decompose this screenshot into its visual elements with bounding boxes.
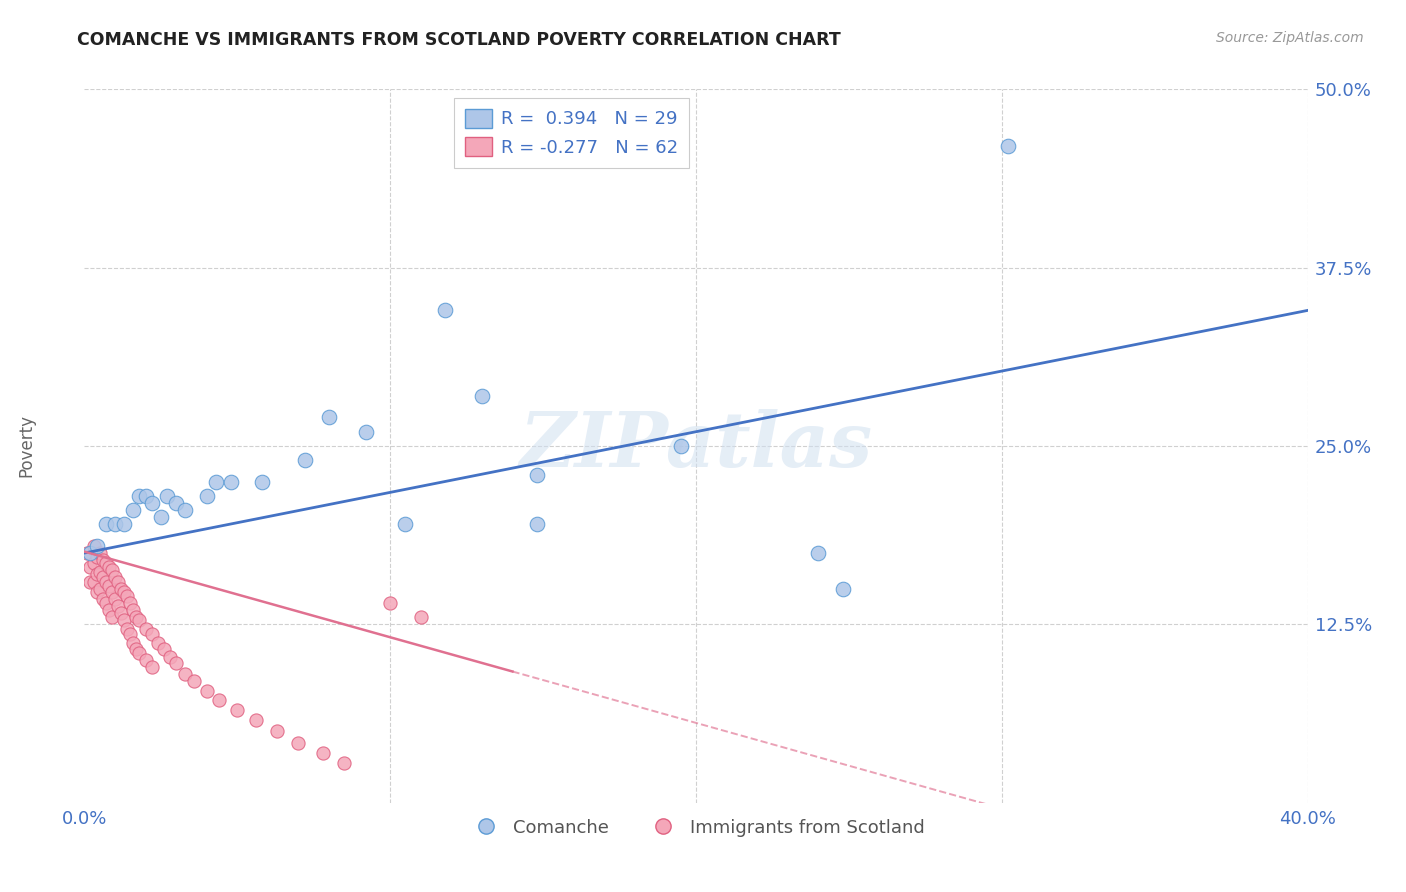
Point — [146, 636, 169, 650]
Point — [135, 622, 157, 636]
Point — [101, 563, 124, 577]
Point — [174, 667, 197, 681]
Point — [354, 425, 377, 439]
Point — [89, 582, 111, 596]
Point — [183, 674, 205, 689]
Point — [250, 475, 273, 489]
Point — [141, 627, 163, 641]
Point — [76, 546, 98, 560]
Point — [83, 539, 105, 553]
Point — [266, 724, 288, 739]
Point — [125, 641, 148, 656]
Point — [115, 589, 138, 603]
Point — [141, 660, 163, 674]
Point — [91, 591, 114, 606]
Text: ZIPatlas: ZIPatlas — [519, 409, 873, 483]
Point — [86, 584, 108, 599]
Point — [128, 489, 150, 503]
Point — [807, 546, 830, 560]
Legend: Comanche, Immigrants from Scotland: Comanche, Immigrants from Scotland — [460, 812, 932, 844]
Point — [79, 560, 101, 574]
Point — [97, 603, 120, 617]
Point — [97, 579, 120, 593]
Point — [86, 567, 108, 582]
Point — [195, 489, 218, 503]
Point — [159, 650, 181, 665]
Point — [86, 550, 108, 565]
Point — [287, 736, 309, 750]
Point — [104, 591, 127, 606]
Point — [120, 596, 142, 610]
Point — [434, 303, 457, 318]
Point — [107, 599, 129, 613]
Point — [153, 641, 176, 656]
Point — [104, 570, 127, 584]
Point — [226, 703, 249, 717]
Point — [104, 517, 127, 532]
Point — [122, 503, 145, 517]
Point — [318, 410, 340, 425]
Point — [89, 565, 111, 579]
Point — [112, 517, 135, 532]
Point — [110, 606, 132, 620]
Point — [89, 546, 111, 560]
Point — [294, 453, 316, 467]
Point — [195, 684, 218, 698]
Point — [208, 693, 231, 707]
Point — [112, 584, 135, 599]
Point — [94, 596, 117, 610]
Point — [135, 489, 157, 503]
Point — [122, 636, 145, 650]
Point — [219, 475, 242, 489]
Point — [128, 646, 150, 660]
Point — [122, 603, 145, 617]
Point — [165, 656, 187, 670]
Point — [471, 389, 494, 403]
Y-axis label: Poverty: Poverty — [18, 415, 35, 477]
Point — [79, 574, 101, 589]
Point — [107, 574, 129, 589]
Point — [831, 582, 853, 596]
Point — [91, 553, 114, 567]
Point — [526, 467, 548, 482]
Point — [997, 139, 1019, 153]
Point — [91, 570, 114, 584]
Point — [141, 496, 163, 510]
Point — [312, 746, 335, 760]
Point — [97, 560, 120, 574]
Point — [79, 546, 101, 560]
Point — [135, 653, 157, 667]
Point — [94, 517, 117, 532]
Text: Source: ZipAtlas.com: Source: ZipAtlas.com — [1216, 31, 1364, 45]
Point — [83, 574, 105, 589]
Point — [409, 610, 432, 624]
Point — [94, 556, 117, 570]
Point — [165, 496, 187, 510]
Point — [526, 517, 548, 532]
Point — [394, 517, 416, 532]
Point — [380, 596, 402, 610]
Point — [333, 756, 356, 770]
Point — [669, 439, 692, 453]
Point — [101, 584, 124, 599]
Point — [149, 510, 172, 524]
Point — [115, 622, 138, 636]
Point — [174, 503, 197, 517]
Point — [94, 574, 117, 589]
Point — [205, 475, 228, 489]
Point — [125, 610, 148, 624]
Point — [128, 613, 150, 627]
Point — [83, 556, 105, 570]
Point — [245, 713, 267, 727]
Text: COMANCHE VS IMMIGRANTS FROM SCOTLAND POVERTY CORRELATION CHART: COMANCHE VS IMMIGRANTS FROM SCOTLAND POV… — [77, 31, 841, 49]
Point — [110, 582, 132, 596]
Point — [86, 539, 108, 553]
Point — [156, 489, 179, 503]
Point — [101, 610, 124, 624]
Point — [120, 627, 142, 641]
Point — [112, 613, 135, 627]
